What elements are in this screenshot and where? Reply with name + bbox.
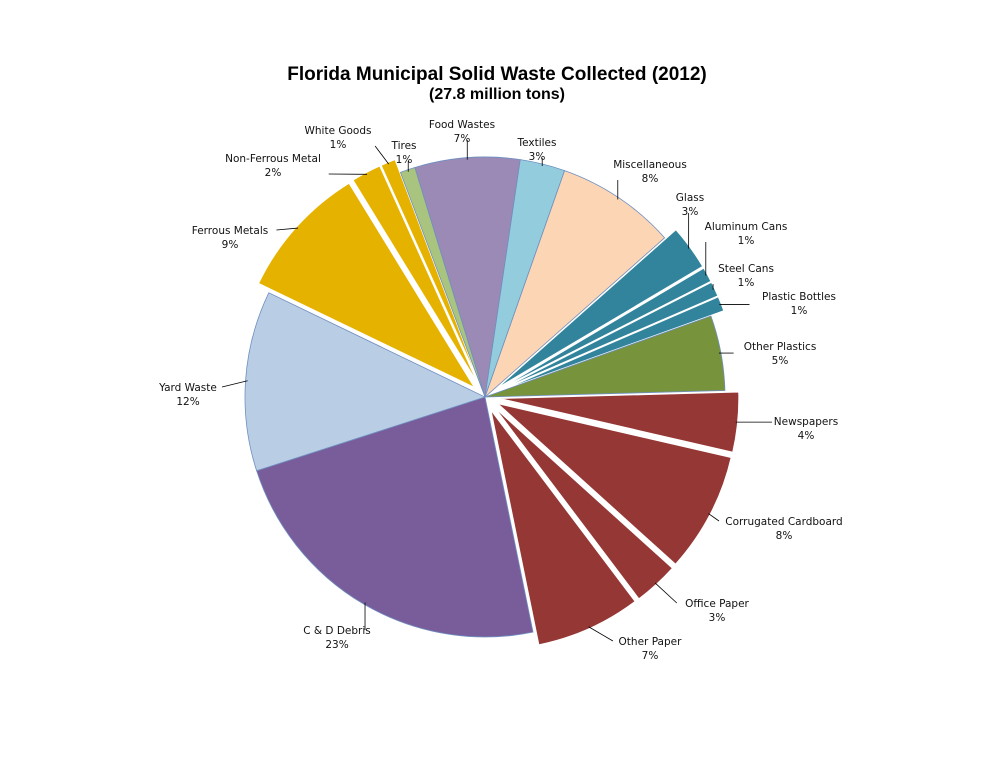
- leader-line: [276, 227, 299, 231]
- slice-percent-label: 1%: [396, 154, 413, 166]
- slice-label: Glass: [676, 192, 704, 204]
- leader-line: [374, 145, 390, 165]
- slice-label: Aluminum Cans: [705, 221, 788, 233]
- slice-label: White Goods: [305, 125, 372, 137]
- slice-label: Miscellaneous: [613, 159, 687, 171]
- slice-label: Plastic Bottles: [762, 291, 836, 303]
- pie-slice-yard-waste: [244, 292, 487, 472]
- slice-percent-label: 8%: [642, 173, 659, 185]
- slice-percent-label: 7%: [454, 133, 471, 145]
- slice-label: Newspapers: [774, 416, 838, 428]
- pie-slice-white-goods: [380, 158, 481, 385]
- slice-percent-label: 1%: [738, 235, 755, 247]
- pie-slice-glass: [495, 228, 704, 390]
- slice-label: Office Paper: [685, 598, 749, 610]
- slice-label: Other Paper: [619, 636, 683, 648]
- pie-slice-steel-cans: [497, 281, 719, 392]
- slice-percent-label: 4%: [798, 430, 815, 442]
- pie-slice-aluminum-cans: [496, 267, 712, 391]
- pie-slice-ferrous-metals: [257, 182, 477, 390]
- pie-slice-miscellaneous: [484, 170, 666, 399]
- slice-percent-label: 2%: [265, 167, 282, 179]
- slice-percent-label: 7%: [642, 650, 659, 662]
- pie-slice-c-d-debris: [256, 396, 534, 638]
- leader-line: [588, 626, 614, 642]
- slice-label: Ferrous Metals: [192, 225, 269, 237]
- pie-slice-other-paper: [490, 409, 637, 646]
- slice-percent-label: 3%: [529, 151, 546, 163]
- slice-label: Tires: [390, 140, 416, 152]
- pie-slice-non-ferrous-metal: [352, 165, 479, 385]
- leader-line: [221, 380, 248, 388]
- pie-slice-tires: [399, 166, 486, 398]
- slice-percent-label: 12%: [176, 396, 199, 408]
- slice-percent-label: 1%: [791, 305, 808, 317]
- slice-percent-label: 1%: [330, 139, 347, 151]
- slice-percent-label: 3%: [682, 206, 699, 218]
- slice-percent-label: 8%: [776, 530, 793, 542]
- slice-label: Corrugated Cardboard: [725, 516, 842, 528]
- slice-percent-label: 5%: [772, 355, 789, 367]
- slice-label: Non-Ferrous Metal: [225, 153, 321, 165]
- slice-percent-label: 23%: [325, 639, 348, 651]
- leader-line: [708, 513, 720, 522]
- slice-percent-label: 1%: [738, 277, 755, 289]
- slice-label: Food Wastes: [429, 119, 495, 131]
- leader-line: [654, 582, 678, 604]
- pie-slice-plastic-bottles: [497, 295, 725, 393]
- slice-label: Steel Cans: [718, 263, 774, 275]
- slice-label: C & D Debris: [303, 625, 371, 637]
- slice-label: Yard Waste: [158, 382, 217, 394]
- slice-percent-label: 9%: [222, 239, 239, 251]
- chart-subtitle: (27.8 million tons): [428, 86, 565, 103]
- slice-label: Textiles: [516, 137, 556, 149]
- slice-label: Other Plastics: [744, 341, 817, 353]
- chart-title: Florida Municipal Solid Waste Collected …: [287, 64, 707, 85]
- slice-percent-label: 3%: [709, 612, 726, 624]
